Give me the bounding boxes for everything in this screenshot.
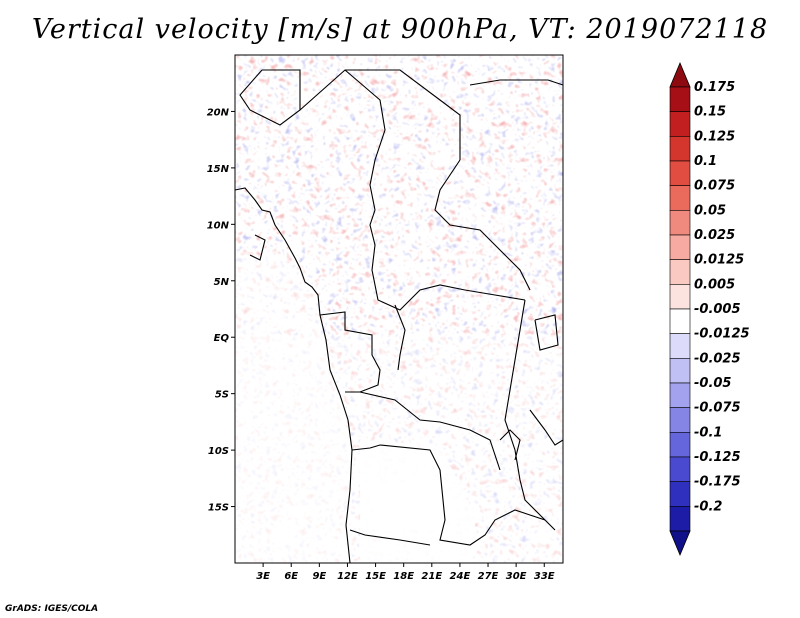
colorbar-level-label: -0.175 [694, 475, 741, 490]
colorbar-top-arrow [669, 61, 691, 88]
lat-tick-label: 15S [208, 503, 229, 514]
colorbar-level-label: 0.005 [694, 277, 735, 292]
grads-credit: GrADS: IGES/COLA [5, 604, 99, 614]
colorbar-level-label: 0.025 [694, 228, 735, 243]
colorbar-swatch [669, 210, 691, 236]
colorbar-level-label: -0.2 [694, 499, 722, 514]
map-title: Vertical velocity [m/s] at 900hPa, VT: 2… [31, 14, 769, 45]
colorbar-level-label: -0.125 [694, 450, 741, 465]
colorbar-bottom-arrow [669, 530, 691, 557]
colorbar-swatch [669, 333, 691, 359]
colorbar-level-label: 0.05 [694, 203, 726, 218]
lon-tick-label: 15E [365, 571, 386, 582]
colorbar-swatch [669, 86, 691, 112]
colorbar-swatch [669, 160, 691, 186]
colorbar-level-label: -0.1 [694, 425, 722, 440]
colorbar-swatch [669, 506, 691, 532]
lat-tick-label: 5N [214, 277, 230, 288]
colorbar-level-label: -0.025 [694, 351, 741, 366]
lon-tick-label: 12E [337, 571, 358, 582]
lon-tick-label: 30E [506, 571, 527, 582]
colorbar-level-label: -0.075 [694, 401, 741, 416]
colorbar-level-label: 0.175 [694, 80, 735, 95]
colorbar-swatch [669, 407, 691, 433]
lat-tick-label: EQ [214, 333, 230, 344]
lon-tick-label: 3E [256, 571, 270, 582]
colorbar-swatch [669, 382, 691, 408]
colorbar-swatch [669, 185, 691, 211]
colorbar-level-label: 0.075 [694, 179, 735, 194]
lon-tick-label: 18E [393, 571, 414, 582]
country-borders [234, 69, 564, 564]
colorbar-swatch [669, 481, 691, 507]
colorbar-swatch [669, 432, 691, 458]
colorbar-level-label: 0.0125 [694, 253, 744, 268]
lat-tick-label: 10N [207, 220, 230, 231]
lon-tick-label: 27E [478, 571, 499, 582]
lon-tick-label: 9E [312, 571, 326, 582]
colorbar-level-label: 0.125 [694, 129, 735, 144]
map-frame [234, 54, 564, 564]
lon-tick-label: 24E [450, 571, 471, 582]
colorbar-swatch [669, 308, 691, 334]
colorbar-swatch [669, 284, 691, 310]
lon-tick-label: 6E [284, 571, 298, 582]
lat-tick-label: 20N [207, 107, 230, 118]
lat-tick-label: 15N [207, 164, 230, 175]
colorbar-swatch [669, 136, 691, 162]
latitude-axis: 20N 15N 10N 5N EQ 5S 10S 15S [207, 107, 235, 514]
lat-tick-label: 10S [208, 446, 229, 457]
colorbar-swatch [669, 259, 691, 285]
colorbar-swatch [669, 234, 691, 260]
colorbar-swatch [669, 456, 691, 482]
colorbar-level-label: -0.0125 [694, 327, 750, 342]
colorbar: 0.175 0.15 0.125 0.1 0.075 0.05 0.025 0.0125 0.0… [669, 61, 750, 557]
colorbar-level-label: -0.005 [694, 302, 741, 317]
colorbar-level-label: -0.05 [694, 376, 731, 391]
longitude-axis: 3E 6E 9E 12E 15E 18E 21E 24E 27E 30E 33E [256, 563, 555, 582]
colorbar-level-label: 0.15 [694, 105, 726, 120]
colorbar-swatch [669, 358, 691, 384]
colorbar-swatch [669, 111, 691, 137]
lat-tick-label: 5S [215, 390, 229, 401]
colorbar-level-label: 0.1 [694, 154, 717, 169]
lon-tick-label: 21E [421, 571, 442, 582]
lon-tick-label: 33E [534, 571, 555, 582]
